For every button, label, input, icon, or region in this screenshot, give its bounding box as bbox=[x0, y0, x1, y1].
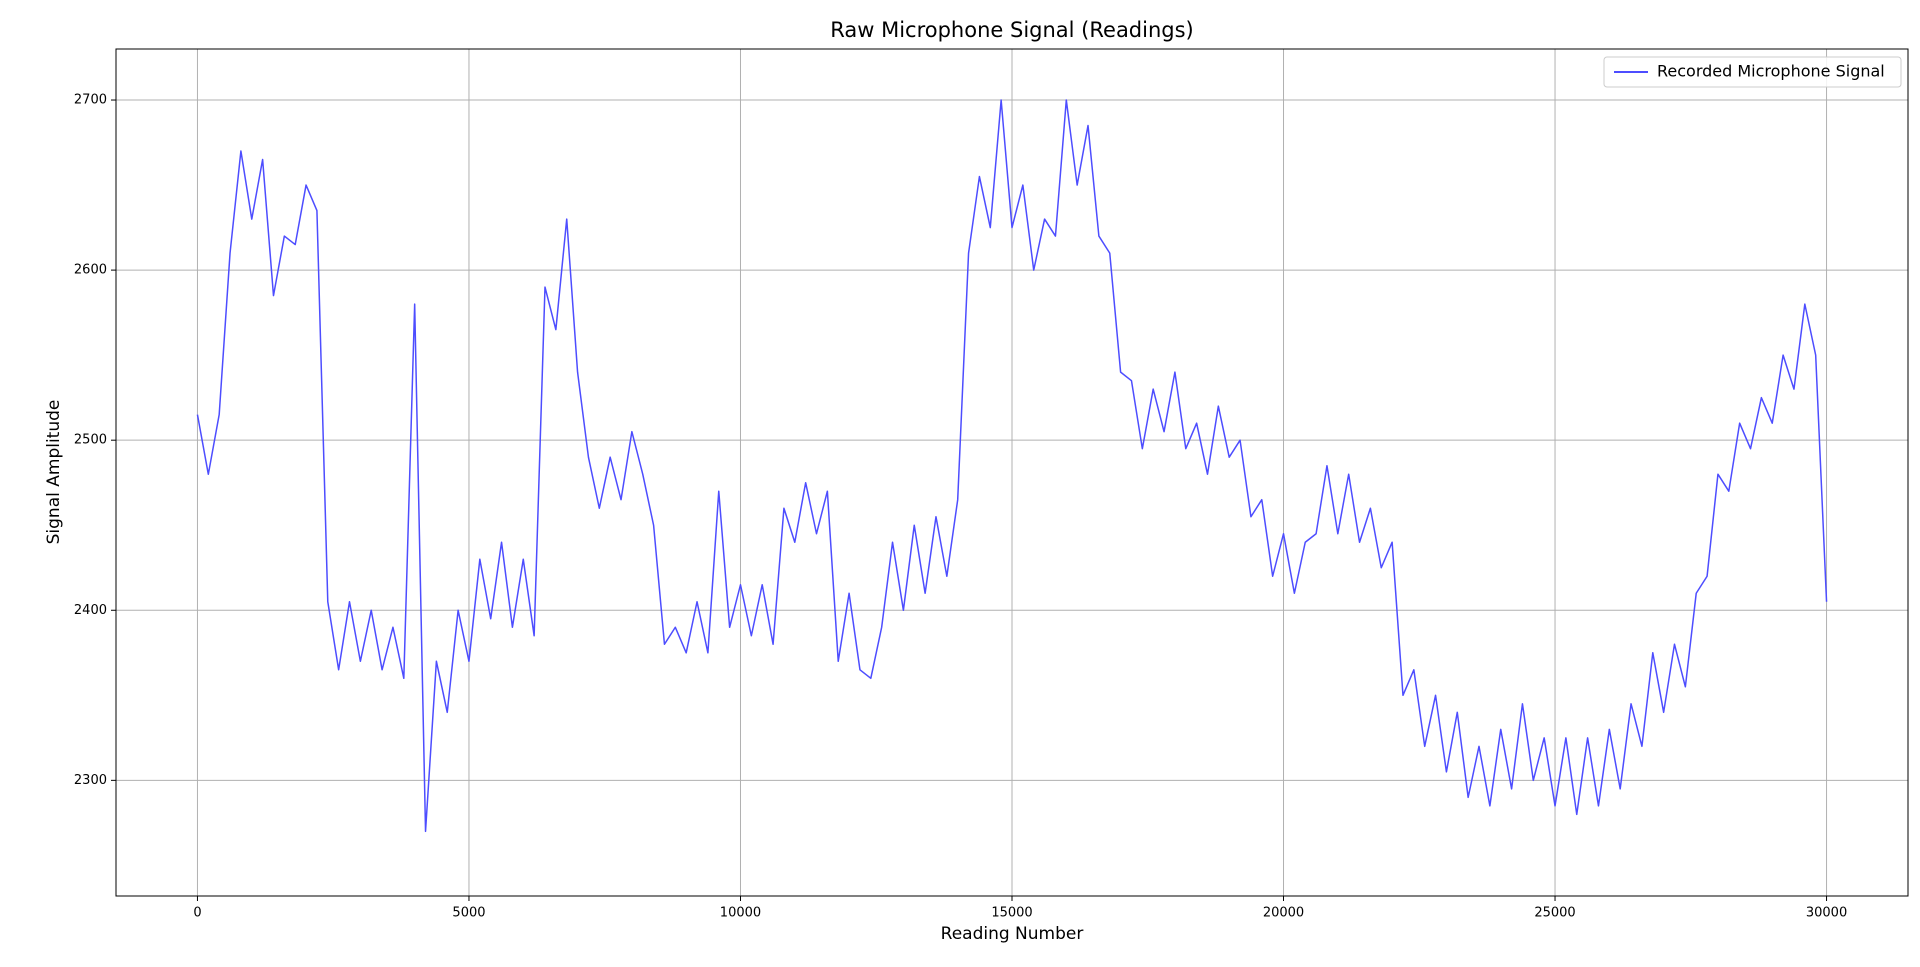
y-tick-label: 2300 bbox=[74, 773, 107, 788]
x-tick-label: 5000 bbox=[452, 906, 485, 921]
legend: Recorded Microphone Signal bbox=[1603, 56, 1902, 88]
y-tick-label: 2600 bbox=[74, 263, 107, 278]
chart-title: Raw Microphone Signal (Readings) bbox=[830, 18, 1194, 42]
plot-frame bbox=[115, 48, 1909, 897]
y-tick-label: 2400 bbox=[74, 603, 107, 618]
signal-line bbox=[196, 99, 1828, 833]
y-tick-label: 2700 bbox=[74, 93, 107, 108]
x-tick-label: 20000 bbox=[1263, 906, 1304, 921]
legend-label: Recorded Microphone Signal bbox=[1657, 62, 1885, 81]
y-tick-label: 2500 bbox=[74, 433, 107, 448]
x-tick-label: 10000 bbox=[720, 906, 761, 921]
x-tick-label: 0 bbox=[193, 906, 201, 921]
y-axis-label: Signal Amplitude bbox=[44, 400, 64, 545]
x-tick-label: 25000 bbox=[1534, 906, 1575, 921]
x-tick-label: 15000 bbox=[991, 906, 1032, 921]
legend-box bbox=[1603, 56, 1902, 88]
x-axis-label: Reading Number bbox=[941, 924, 1084, 944]
x-tick-label: 30000 bbox=[1806, 906, 1847, 921]
